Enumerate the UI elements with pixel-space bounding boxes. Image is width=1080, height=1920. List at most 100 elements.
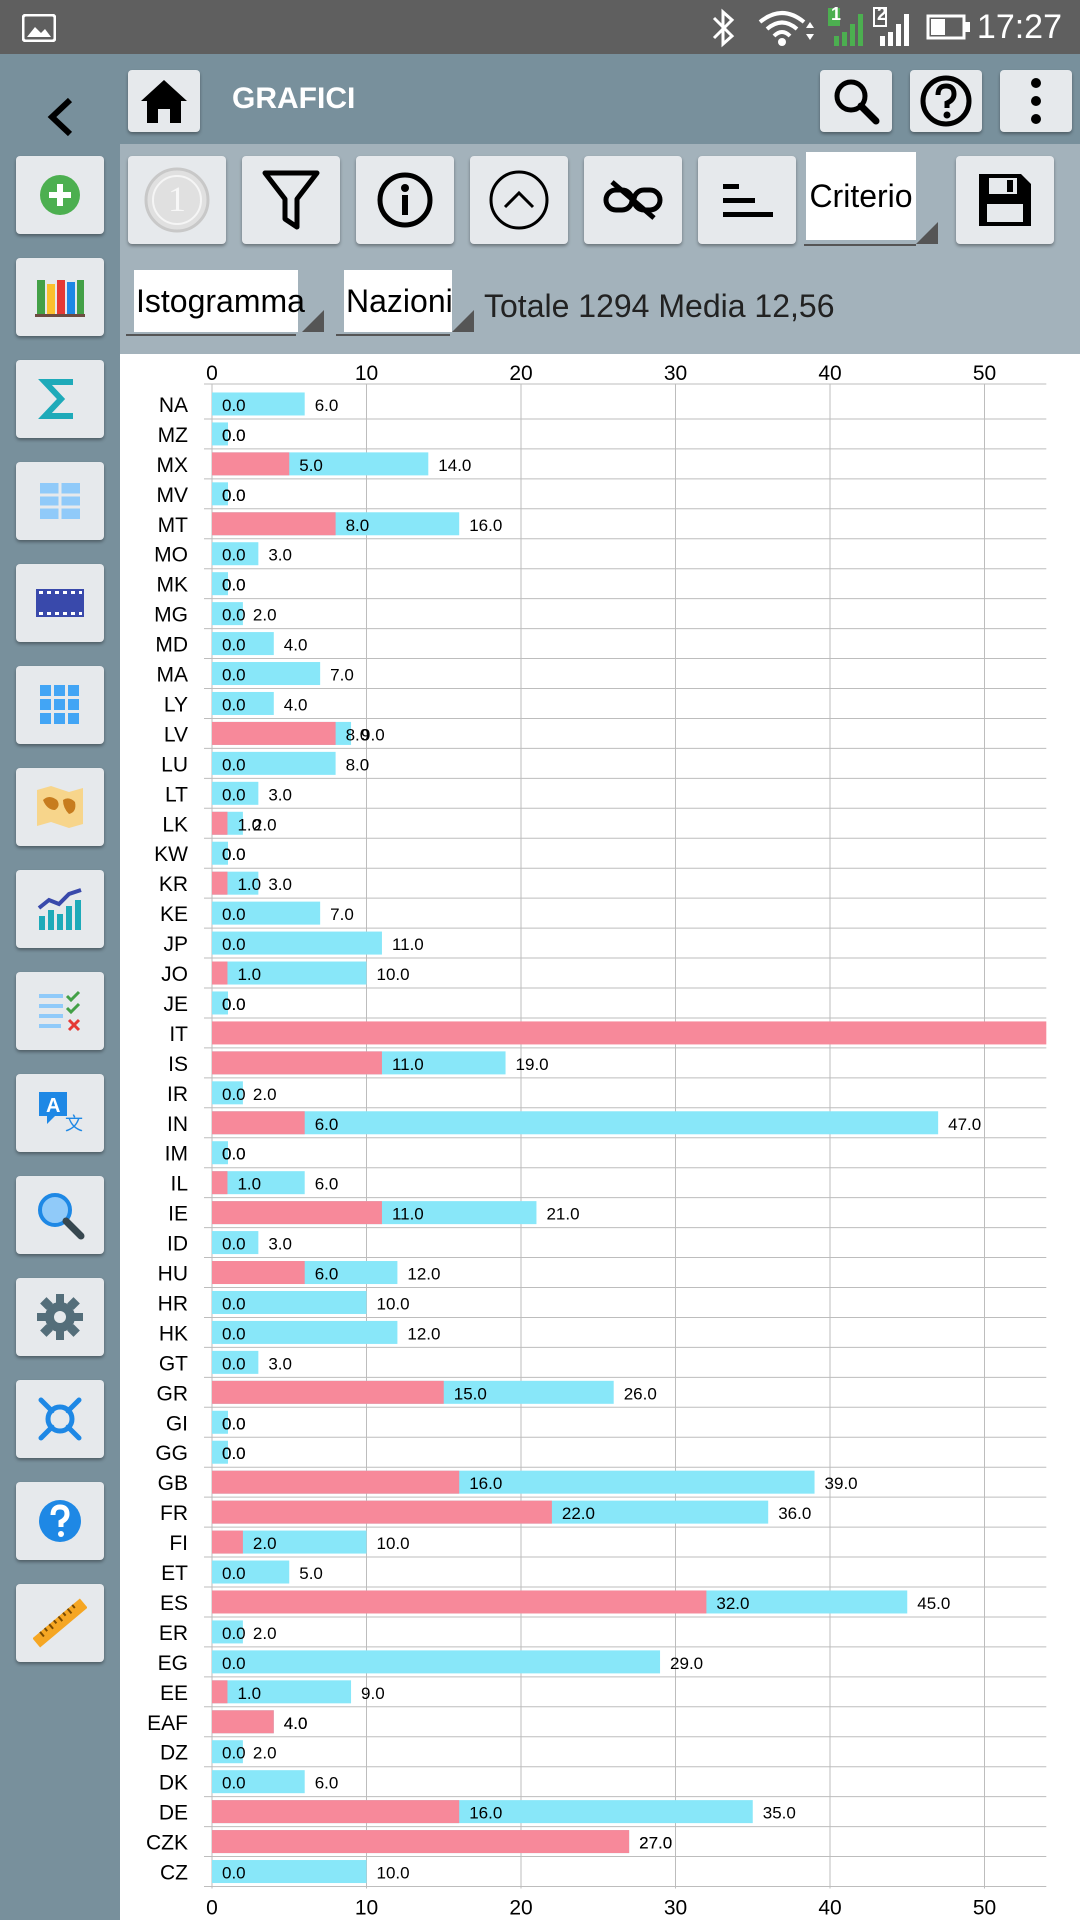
data-label-cyan: 2.0 [253, 1744, 277, 1763]
search-side-button[interactable] [16, 1176, 104, 1254]
home-button[interactable] [128, 70, 200, 132]
x-tick-label-bottom: 50 [973, 1897, 996, 1920]
data-label-cyan: 0.0 [222, 995, 246, 1014]
grid-button[interactable] [16, 666, 104, 744]
group-dropdown[interactable]: Nazioni [344, 270, 453, 332]
data-label-pink: 6.0 [315, 1265, 339, 1284]
data-label-pink: 0.0 [222, 606, 246, 625]
y-category-label: LU [161, 753, 188, 776]
data-label-cyan: 45.0 [917, 1594, 950, 1613]
data-label-cyan: 3.0 [268, 546, 292, 565]
data-label-cyan: 26.0 [624, 1384, 657, 1403]
data-label-pink: 5.0 [299, 456, 323, 475]
bar-cyan-min [212, 841, 228, 865]
data-label-pink: 0.0 [222, 1444, 246, 1463]
y-category-label: IT [169, 1023, 188, 1046]
data-label-pink: 0.0 [222, 1324, 246, 1343]
y-category-label: NA [159, 394, 188, 417]
bar-cyan-min [212, 1141, 228, 1165]
filter-button[interactable] [242, 156, 340, 244]
data-label-pink: 1.0 [237, 1175, 261, 1194]
image-icon [22, 14, 56, 42]
sigma-icon [38, 379, 73, 419]
data-label-cyan: 0.0 [222, 1414, 246, 1433]
x-tick-label-top: 40 [818, 362, 841, 385]
y-category-label: MT [158, 514, 188, 537]
data-label-pink: 6.0 [315, 1115, 339, 1134]
coin-button[interactable]: 1 [128, 156, 226, 244]
bar-cyan [212, 781, 259, 805]
checklist-button[interactable] [16, 972, 104, 1050]
data-label-pink: 15.0 [454, 1384, 487, 1403]
bar-cyan-min [212, 422, 228, 446]
data-label-pink: 0.0 [222, 1564, 246, 1583]
bar-pink [212, 1380, 444, 1404]
y-category-label: DZ [160, 1742, 188, 1765]
y-category-label: KW [154, 843, 188, 866]
y-category-label: GG [155, 1442, 188, 1465]
data-label-pink: 0.0 [222, 935, 246, 954]
data-label-pink: 16.0 [469, 1474, 502, 1493]
data-label-cyan: 3.0 [268, 1235, 292, 1254]
bar-pink [212, 1830, 630, 1854]
ruler-button[interactable] [16, 1584, 104, 1662]
data-label-pink: 0.0 [222, 695, 246, 714]
svg-text:A: A [46, 1095, 60, 1117]
y-category-label: KE [160, 903, 188, 926]
bar-cyan [212, 1770, 305, 1794]
status-bar: 1 2 17:27 [0, 0, 1080, 54]
info-button[interactable] [356, 156, 454, 244]
library-button[interactable] [16, 258, 104, 336]
data-label-cyan: 0.0 [222, 1145, 246, 1164]
bar-pink [212, 1051, 382, 1075]
data-label-cyan: 6.0 [315, 396, 339, 415]
y-category-label: ES [160, 1592, 188, 1615]
settings-button[interactable] [16, 1278, 104, 1356]
data-label-pink: 1.0 [237, 815, 261, 834]
data-label-pink: 0.0 [222, 1654, 246, 1673]
clock: 17:27 [976, 8, 1062, 46]
satellite-button[interactable] [16, 1380, 104, 1458]
data-label-cyan: 29.0 [670, 1654, 703, 1673]
data-label-cyan: 2.0 [253, 815, 277, 834]
y-category-label: IM [165, 1143, 188, 1166]
bar-pink [212, 961, 228, 985]
y-category-label: GT [159, 1352, 188, 1375]
more-vert-icon [1031, 78, 1041, 124]
chart-type-dropdown[interactable]: Istogramma [134, 270, 305, 332]
map-button[interactable] [16, 768, 104, 846]
y-category-label: FI [169, 1532, 188, 1555]
chart-button[interactable] [16, 870, 104, 948]
data-label-pink: 27.0 [639, 1834, 672, 1853]
info-icon [377, 172, 433, 228]
data-label-pink: 0.0 [222, 1354, 246, 1373]
unlink-button[interactable] [584, 156, 682, 244]
sum-button[interactable] [16, 360, 104, 438]
bar-cyan [212, 1740, 243, 1764]
bar-pink [212, 1171, 228, 1195]
data-label-cyan: 5.0 [299, 1564, 323, 1583]
data-label-pink: 11.0 [392, 1055, 424, 1074]
film-button[interactable] [16, 564, 104, 642]
y-category-label: JP [163, 933, 188, 956]
criterio-dropdown[interactable]: Criterio [806, 152, 916, 240]
save-button[interactable] [956, 156, 1054, 244]
data-label-cyan: 21.0 [546, 1205, 579, 1224]
sort-icon [723, 184, 773, 217]
help-button[interactable] [910, 70, 982, 132]
sort-button[interactable] [698, 156, 796, 244]
add-button[interactable] [16, 156, 104, 234]
back-arrow-icon[interactable] [36, 92, 86, 142]
table-button[interactable] [16, 462, 104, 540]
collapse-button[interactable] [470, 156, 568, 244]
y-category-label: KR [159, 873, 188, 896]
criterio-dropdown-corner [916, 222, 938, 244]
help-side-button[interactable] [16, 1482, 104, 1560]
data-label-pink: 0.0 [222, 396, 246, 415]
search-button[interactable] [820, 70, 892, 132]
overflow-menu-button[interactable] [1000, 70, 1072, 132]
y-category-label: LT [165, 783, 188, 806]
chart-toolbar: 1 Criterio [120, 144, 1080, 264]
